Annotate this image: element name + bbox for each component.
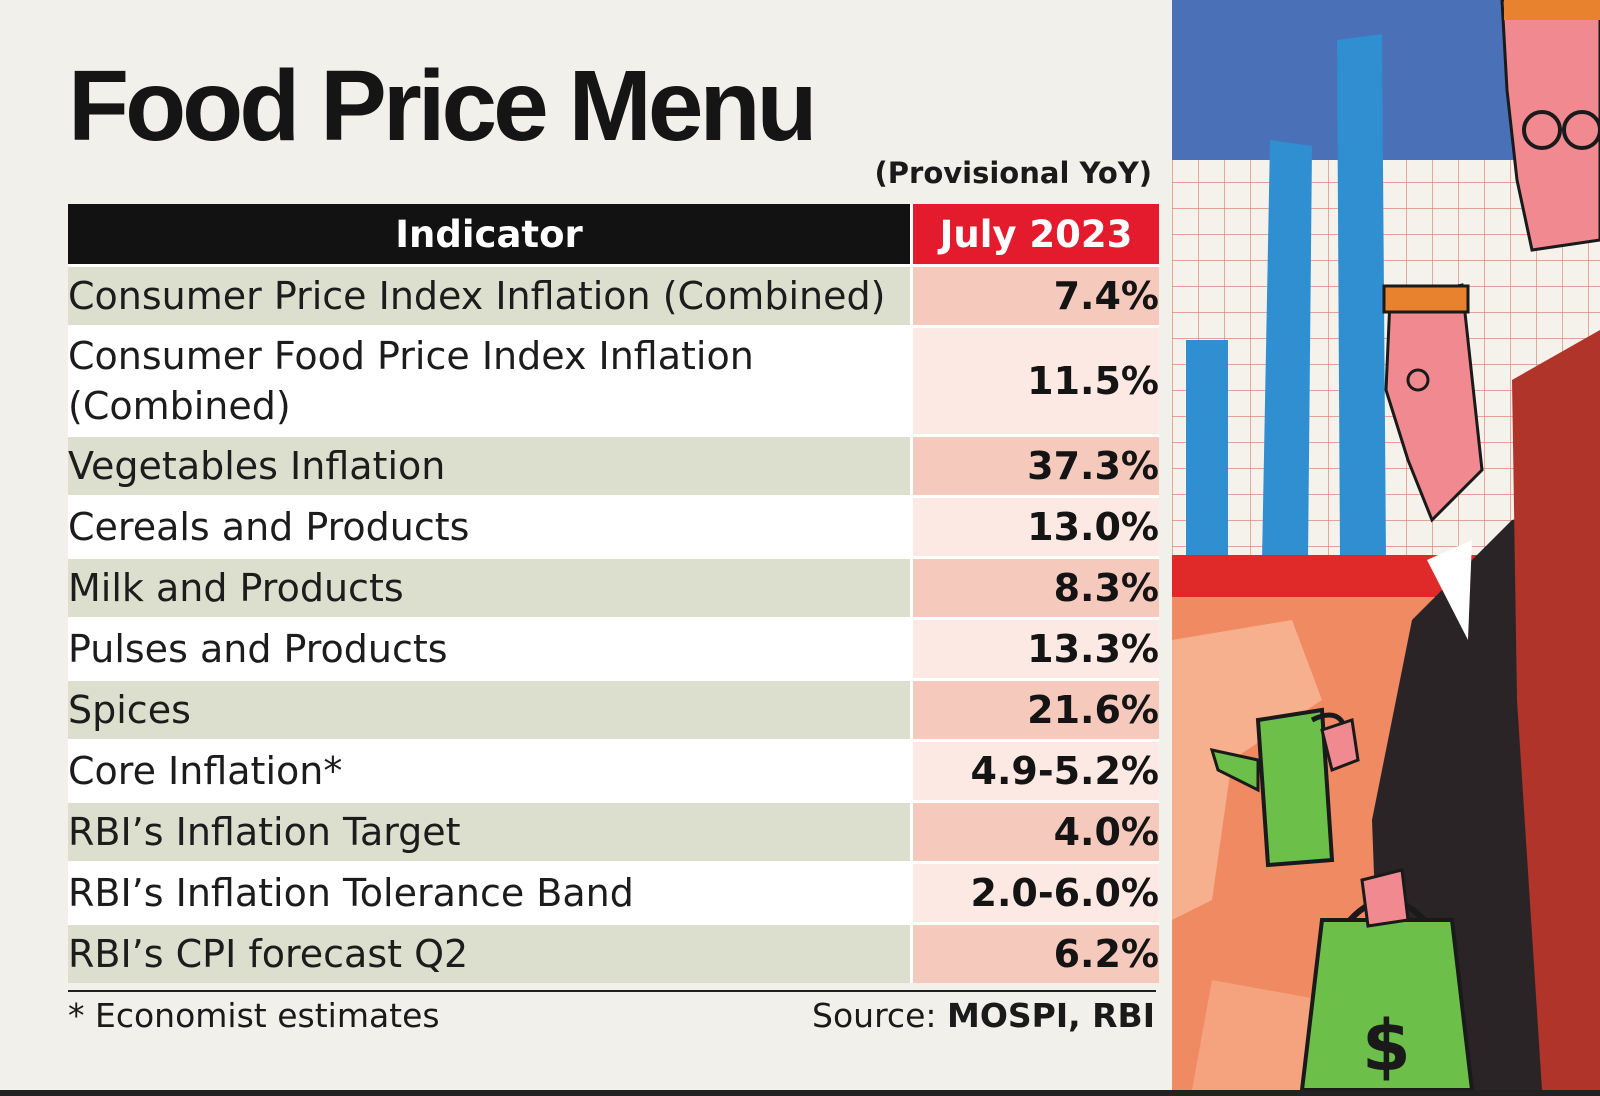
chart-title: Food Price Menu [68,50,818,162]
row-indicator: Consumer Food Price Index Inflation (Com… [68,325,912,436]
row-value: 13.3% [910,617,1159,680]
row-indicator: Milk and Products [68,556,912,619]
table-row: Pulses and Products 13.3% [68,617,1159,680]
bottom-rule [0,1090,1600,1096]
table-row: Core Inflation* 4.9-5.2% [68,739,1159,802]
row-value: 4.9-5.2% [910,739,1159,802]
shirt-collar [1427,540,1472,640]
row-indicator: Consumer Price Index Inflation (Combined… [68,264,912,327]
tall-man-hair [1504,0,1600,20]
row-indicator: Pulses and Products [68,617,912,680]
row-indicator: RBI’s Inflation Tolerance Band [68,861,912,924]
footnote: * Economist estimates [68,996,440,1035]
source-label: Source: [812,996,937,1035]
row-indicator: RBI’s Inflation Target [68,800,912,863]
table-row: Consumer Price Index Inflation (Combined… [68,264,1159,327]
row-value: 2.0-6.0% [910,861,1159,924]
row-value: 8.3% [910,556,1159,619]
row-value: 13.0% [910,495,1159,558]
table-row: Vegetables Inflation 37.3% [68,434,1159,497]
chart-bar-2 [1262,140,1312,560]
table-row: Cereals and Products 13.0% [68,495,1159,558]
table-row: Consumer Food Price Index Inflation (Com… [68,325,1159,436]
row-value: 21.6% [910,678,1159,741]
row-indicator: Spices [68,678,912,741]
header-indicator: Indicator [68,204,912,266]
source-credit: Source: MOSPI, RBI [812,996,1155,1035]
row-indicator: Core Inflation* [68,739,912,802]
tall-man-face [1500,0,1600,252]
inflation-table: Indicator July 2023 Consumer Price Index… [68,204,1159,983]
row-value: 4.0% [910,800,1159,863]
chart-subtitle: (Provisional YoY) [874,156,1152,190]
table-row: RBI’s Inflation Tolerance Band 2.0-6.0% [68,861,1159,924]
table-bottom-rule [68,990,1156,992]
chart-bar-3 [1337,34,1386,560]
table-row: Spices 21.6% [68,678,1159,741]
table-header-row: Indicator July 2023 [68,204,1159,266]
hand [1320,718,1360,773]
businessman-hair [1382,284,1470,314]
table-row: RBI’s Inflation Target 4.0% [68,800,1159,863]
businessman-coat [1512,330,1600,1090]
row-value: 37.3% [910,434,1159,497]
table-row: Milk and Products 8.3% [68,556,1159,619]
economists-illustration: $ [1172,0,1600,1090]
row-value: 6.2% [910,922,1159,983]
row-indicator: Cereals and Products [68,495,912,558]
chart-bar-1 [1186,340,1228,560]
row-value: 11.5% [910,325,1159,436]
row-indicator: Vegetables Inflation [68,434,912,497]
watering-can-icon [1255,707,1335,868]
dollar-icon: $ [1362,1005,1411,1087]
hand-bag [1360,868,1410,928]
row-indicator: RBI’s CPI forecast Q2 [68,922,912,983]
row-value: 7.4% [910,264,1159,327]
header-july-2023: July 2023 [910,204,1159,266]
table-row: RBI’s CPI forecast Q2 6.2% [68,922,1159,983]
source-value: MOSPI, RBI [947,996,1155,1035]
illustration-panel: $ [1172,0,1600,1090]
